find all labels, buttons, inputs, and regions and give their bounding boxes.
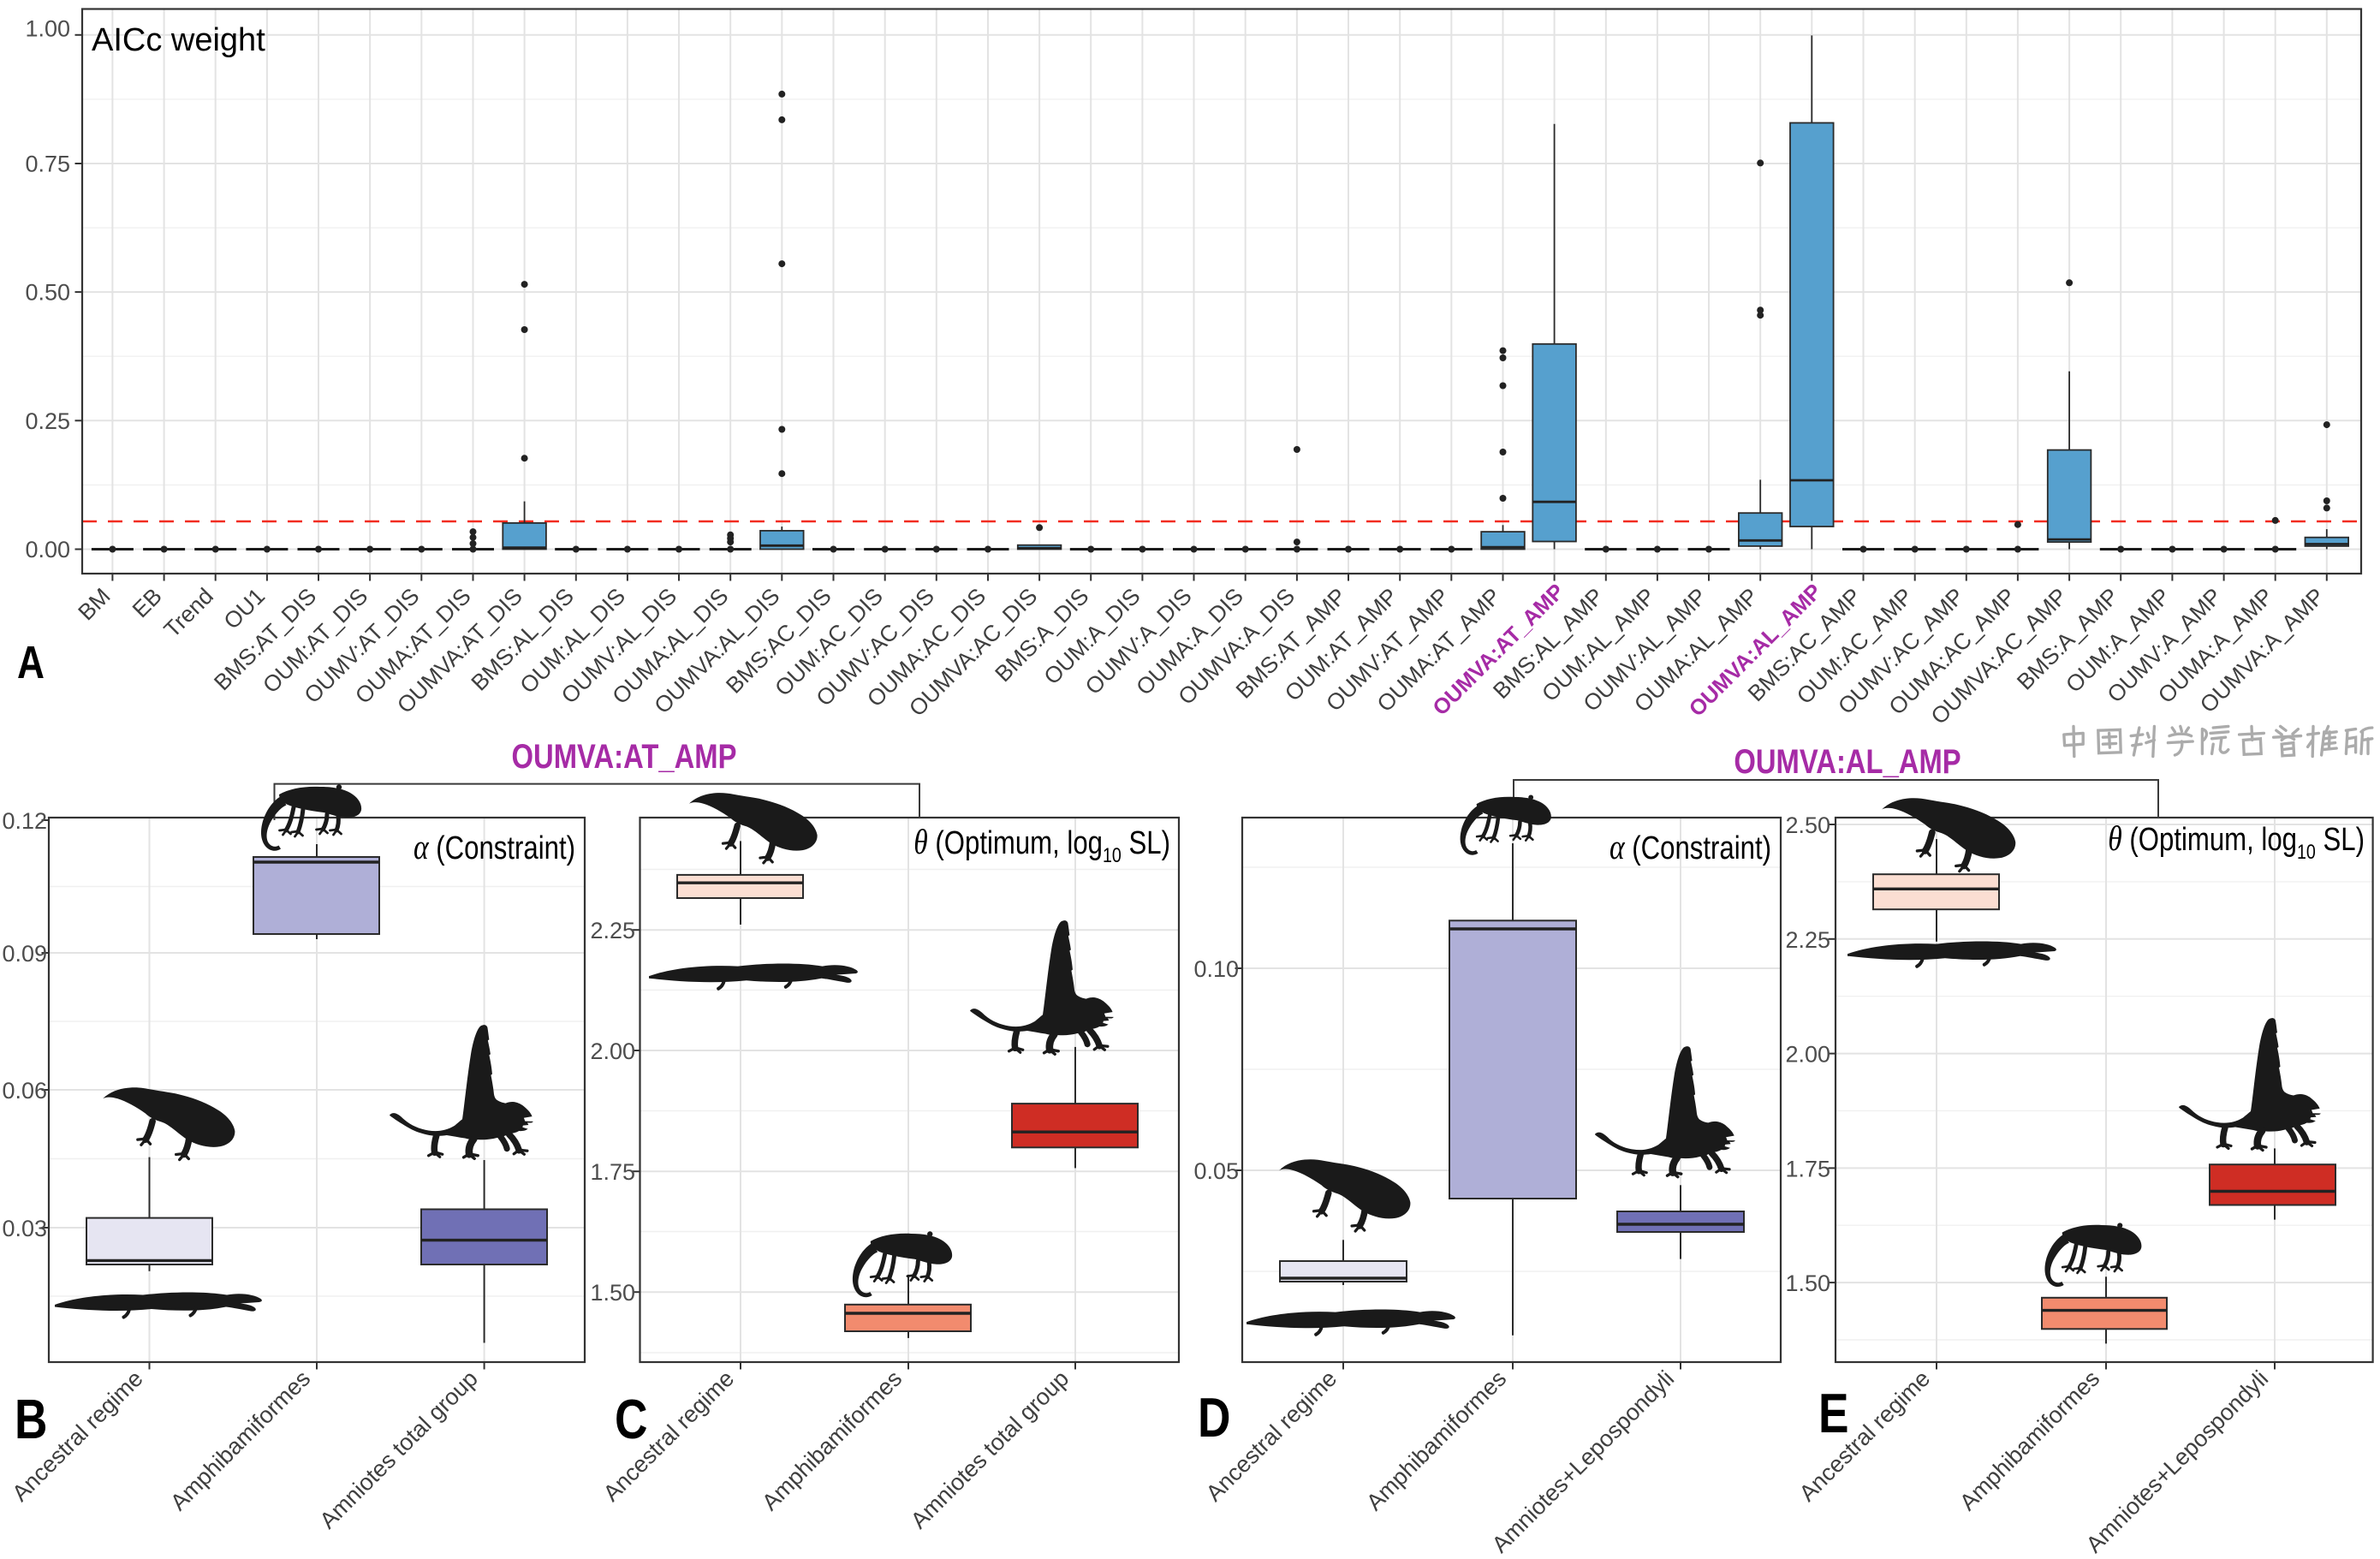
svg-text:θ (Optimum, log10 SL): θ (Optimum, log10 SL) [2108, 820, 2365, 863]
svg-text:0.00: 0.00 [25, 537, 70, 562]
svg-text:α (Constraint): α (Constraint) [1609, 829, 1771, 867]
svg-text:2.00: 2.00 [590, 1038, 635, 1064]
svg-text:0.12: 0.12 [2, 808, 47, 834]
svg-text:2.50: 2.50 [1785, 812, 1830, 838]
svg-text:0.09: 0.09 [2, 941, 47, 967]
svg-text:0.05: 0.05 [1193, 1158, 1239, 1184]
svg-text:B: B [15, 1388, 47, 1450]
svg-text:2.00: 2.00 [1785, 1042, 1830, 1068]
svg-text:α (Constraint): α (Constraint) [414, 829, 575, 867]
svg-text:1.75: 1.75 [1785, 1156, 1830, 1181]
svg-text:0.10: 0.10 [1193, 956, 1239, 982]
svg-text:1.75: 1.75 [590, 1159, 635, 1185]
svg-text:2.25: 2.25 [1785, 927, 1830, 953]
svg-text:D: D [1198, 1386, 1230, 1449]
svg-text:0.06: 0.06 [2, 1078, 47, 1104]
svg-text:OUMVA:AL_AMP: OUMVA:AL_AMP [1734, 742, 1961, 781]
svg-text:1.00: 1.00 [25, 15, 70, 41]
svg-text:0.03: 0.03 [2, 1216, 47, 1241]
svg-text:AICc weight: AICc weight [92, 22, 265, 58]
svg-text:0.25: 0.25 [25, 408, 70, 434]
svg-text:C: C [615, 1388, 647, 1450]
svg-text:2.25: 2.25 [590, 918, 635, 943]
svg-text:1.50: 1.50 [590, 1280, 635, 1306]
svg-text:A: A [17, 637, 45, 688]
svg-text:0.50: 0.50 [25, 280, 70, 306]
svg-text:E: E [1818, 1382, 1849, 1444]
svg-text:0.75: 0.75 [25, 152, 70, 177]
svg-text:θ (Optimum, log10 SL): θ (Optimum, log10 SL) [913, 824, 1170, 866]
svg-text:OUMVA:AT_AMP: OUMVA:AT_AMP [512, 737, 737, 776]
svg-text:1.50: 1.50 [1785, 1270, 1830, 1296]
